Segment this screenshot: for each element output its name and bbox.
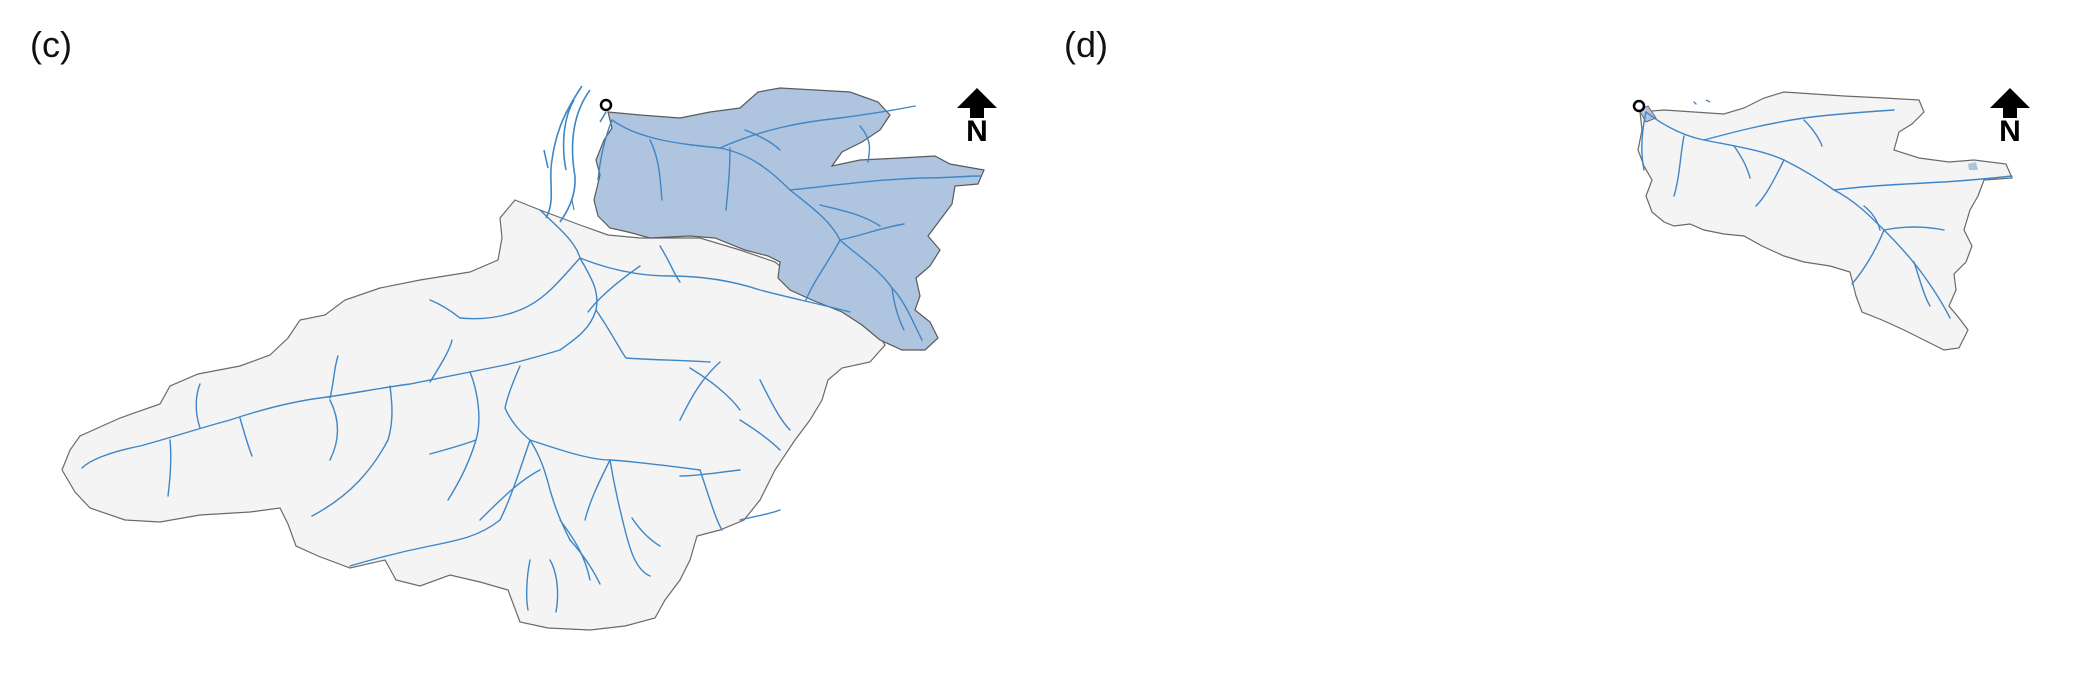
north-arrow-c: N: [955, 88, 999, 148]
map-panel-c: (c): [30, 24, 999, 631]
panel-label-c: (c): [30, 24, 72, 65]
north-label-d: N: [1999, 115, 2021, 148]
subbasin-fragment: [1968, 162, 1978, 170]
north-label-c: N: [966, 115, 988, 148]
basin-area: [61, 199, 886, 631]
map-panel-d: (d) N: [1044, 0, 2088, 698]
catchment-map-c: [61, 85, 985, 631]
outlet-marker-icon: [599, 98, 613, 112]
subbasin-area: [593, 87, 985, 351]
river-network: [81, 105, 981, 613]
north-arrow-icon: [957, 88, 997, 118]
estuary-channels: [543, 85, 607, 223]
outlet-marker-icon: [1632, 99, 1646, 113]
north-arrow-d: N: [1988, 88, 2032, 148]
river-network: [1641, 101, 2013, 319]
basin-area: [1637, 91, 2013, 351]
panel-label-d: (d): [1064, 24, 1108, 65]
catchment-map-d: [1632, 91, 2013, 351]
north-arrow-icon: [1990, 88, 2030, 118]
